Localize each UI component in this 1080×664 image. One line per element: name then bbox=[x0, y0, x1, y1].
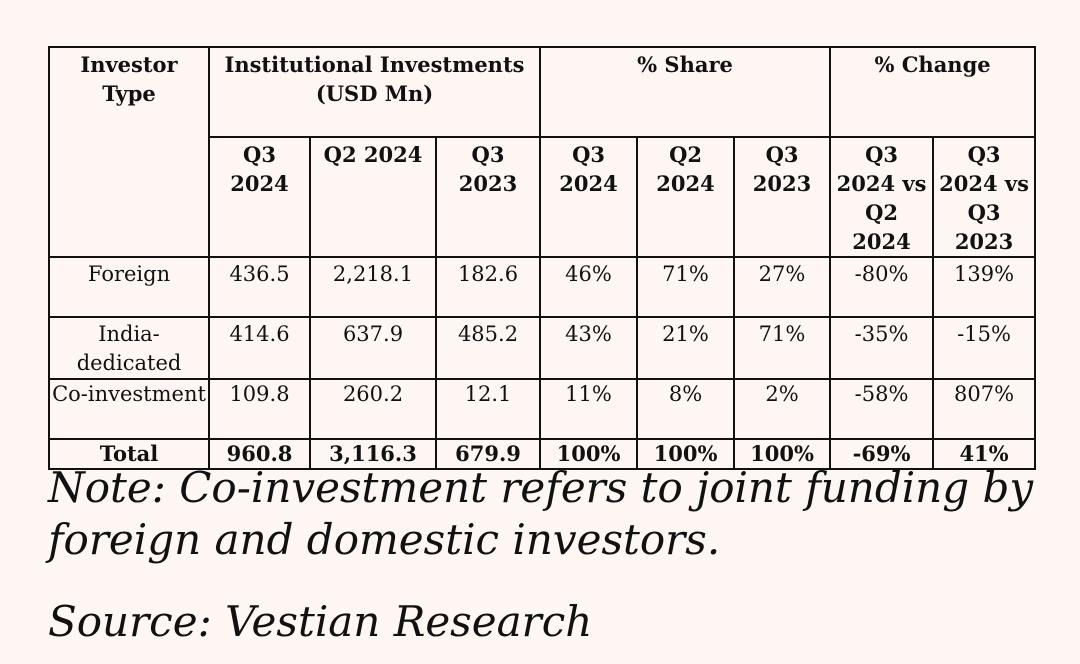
table-cell: 21% bbox=[636, 316, 736, 380]
table-cell: 71% bbox=[733, 316, 832, 380]
header-period: Q3 2023 bbox=[733, 136, 832, 258]
header-period: Q3 2024 vs Q3 2023 bbox=[932, 136, 1037, 258]
table-cell: -58% bbox=[829, 378, 935, 440]
investment-table-container: Investor Type Institutional Investments … bbox=[48, 46, 1037, 470]
row-label: Co-investment bbox=[48, 378, 210, 440]
table-cell: 260.2 bbox=[309, 378, 437, 440]
investment-table: Investor Type Institutional Investments … bbox=[48, 46, 1037, 470]
table-cell: 485.2 bbox=[434, 316, 542, 380]
header-period: Q3 2024 vs Q2 2024 bbox=[829, 136, 935, 258]
table-cell: -15% bbox=[932, 316, 1037, 380]
row-label: Total bbox=[48, 438, 210, 470]
table-cell: 46% bbox=[539, 256, 639, 318]
table-cell: 414.6 bbox=[208, 316, 311, 380]
total-cell: 100% bbox=[539, 438, 639, 470]
row-label: India-dedicated bbox=[48, 316, 210, 380]
table-cell: 637.9 bbox=[309, 316, 437, 380]
table-cell: 2,218.1 bbox=[309, 256, 437, 318]
table-cell: -35% bbox=[829, 316, 935, 380]
table-cell: -80% bbox=[829, 256, 935, 318]
table-cell: 436.5 bbox=[208, 256, 311, 318]
total-cell: 960.8 bbox=[208, 438, 311, 470]
header-row-periods: Q3 2024 Q2 2024 Q3 2023 Q3 2024 Q2 2024 … bbox=[49, 136, 1037, 258]
header-period: Q3 2023 bbox=[434, 136, 542, 258]
table-cell: 43% bbox=[539, 316, 639, 380]
row-label: Foreign bbox=[48, 256, 210, 318]
header-period: Q3 2024 bbox=[208, 136, 311, 258]
total-cell: 3,116.3 bbox=[309, 438, 437, 470]
header-investor-type: Investor Type bbox=[48, 46, 210, 258]
table-cell: 2% bbox=[733, 378, 832, 440]
total-cell: 679.9 bbox=[434, 438, 542, 470]
table-row: Foreign 436.5 2,218.1 182.6 46% 71% 27% … bbox=[48, 256, 1037, 318]
header-row-groups: Investor Type Institutional Investments … bbox=[48, 46, 1037, 258]
total-cell: 100% bbox=[636, 438, 736, 470]
table-row: India-dedicated 414.6 637.9 485.2 43% 21… bbox=[48, 316, 1037, 380]
source-credit: Source: Vestian Research bbox=[48, 597, 593, 646]
header-period: Q2 2024 bbox=[309, 136, 437, 258]
header-percent-change: % Change bbox=[829, 46, 1037, 138]
header-period: Q2 2024 bbox=[636, 136, 736, 258]
footnote: Note: Co-investment refers to joint fund… bbox=[48, 463, 1034, 564]
table-cell: 139% bbox=[932, 256, 1037, 318]
header-period: Q3 2024 bbox=[539, 136, 639, 258]
table-cell: 71% bbox=[636, 256, 736, 318]
table-row: Co-investment 109.8 260.2 12.1 11% 8% 2%… bbox=[48, 378, 1037, 440]
total-row: Total 960.8 3,116.3 679.9 100% 100% 100%… bbox=[48, 438, 1037, 470]
header-institutional-investments: Institutional Investments (USD Mn) bbox=[207, 46, 542, 138]
total-cell: 41% bbox=[932, 438, 1037, 470]
table-cell: 182.6 bbox=[434, 256, 542, 318]
table-cell: 8% bbox=[636, 378, 736, 440]
header-percent-share: % Share bbox=[539, 46, 832, 138]
table-cell: 109.8 bbox=[208, 378, 311, 440]
table-cell: 12.1 bbox=[434, 378, 542, 440]
total-cell: 100% bbox=[733, 438, 832, 470]
table-cell: 11% bbox=[539, 378, 639, 440]
table-cell: 27% bbox=[733, 256, 832, 318]
total-cell: -69% bbox=[829, 438, 935, 470]
table-cell: 807% bbox=[932, 378, 1037, 440]
